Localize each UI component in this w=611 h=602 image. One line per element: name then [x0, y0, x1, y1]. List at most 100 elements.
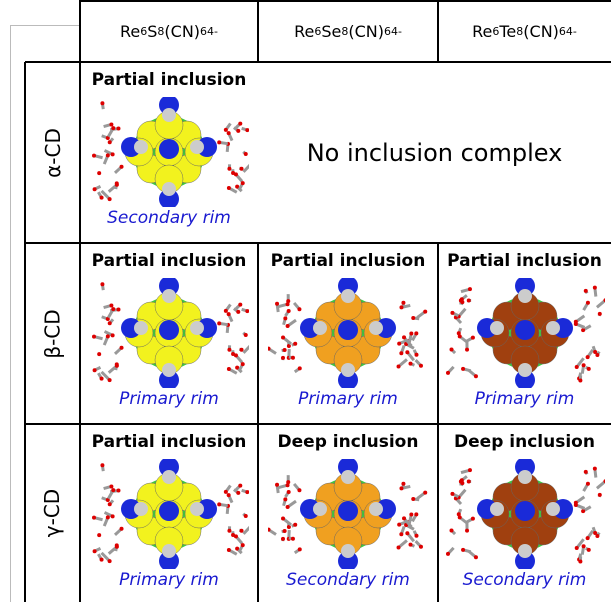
molecule-part: [100, 101, 105, 106]
molecule-part: [293, 522, 298, 527]
grid-line: [79, 0, 81, 602]
molecule-part: [105, 334, 110, 339]
molecule-part: [109, 303, 114, 308]
molecule-part: [110, 514, 115, 519]
molecule-part: [286, 299, 291, 304]
molecule-part: [517, 470, 532, 484]
molecule-part: [162, 363, 176, 377]
molecule-part: [134, 140, 148, 154]
molecule-part: [99, 195, 104, 200]
molecule-part: [418, 363, 423, 368]
molecule-part: [217, 140, 222, 145]
molecule-part: [286, 343, 291, 348]
row-label: α-CD: [25, 62, 80, 243]
molecule-part: [236, 490, 241, 495]
row-label-text: γ-CD: [40, 488, 65, 538]
molecule-part: [594, 533, 599, 538]
cell-title: Partial inclusion: [270, 251, 426, 271]
molecule-part: [405, 531, 410, 536]
molecule-part: [409, 331, 414, 336]
molecule-part: [552, 499, 573, 519]
molecule-part: [283, 497, 288, 502]
molecule-part: [226, 493, 231, 498]
grid-line: [10, 25, 80, 26]
molecule-part: [105, 497, 110, 502]
cell-caption: Primary rim: [119, 570, 219, 590]
molecule-part: [585, 355, 590, 360]
molecule-part: [114, 544, 119, 549]
molecule-part: [592, 466, 597, 471]
molecule-part: [402, 335, 407, 340]
cell-title: Deep inclusion: [277, 432, 419, 452]
formula-part: 6: [140, 24, 148, 38]
formula-part: (CN): [523, 21, 559, 41]
molecule-part: [456, 512, 461, 517]
molecule-part: [460, 547, 465, 552]
molecule-part: [580, 328, 585, 333]
formula-part: 6: [492, 24, 500, 38]
molecule-part: [602, 298, 605, 303]
molecule-part: [476, 318, 497, 338]
molecule-part: [459, 297, 464, 302]
molecule-part: [162, 470, 176, 484]
cell-caption: Primary rim: [298, 389, 398, 409]
molecule-part: [586, 547, 591, 552]
molecule-part: [341, 289, 355, 303]
molecule: [92, 97, 249, 207]
molecule-part: [470, 516, 475, 521]
molecule-part: [245, 128, 249, 133]
molecule-part: [456, 331, 461, 336]
molecule-part: [283, 316, 288, 321]
grid-line: [10, 25, 11, 602]
molecule-part: [459, 478, 464, 483]
molecule-part: [197, 499, 217, 519]
molecule-part: [92, 153, 97, 158]
molecule-part: [338, 501, 358, 521]
molecule-part: [445, 370, 450, 375]
formula-part: 4-: [390, 24, 402, 38]
molecule-part: [121, 137, 141, 157]
molecule-part: [457, 515, 462, 520]
molecule-part: [376, 318, 396, 338]
molecule-part: [286, 489, 291, 494]
cell-title: Partial inclusion: [91, 432, 247, 452]
molecule-part: [473, 374, 478, 379]
molecule-part: [268, 346, 271, 351]
molecule-part: [592, 285, 597, 290]
molecule-part: [238, 302, 243, 307]
cell-title: Partial inclusion: [447, 251, 602, 271]
molecule-part: [399, 532, 404, 537]
formula-part: 4-: [565, 24, 577, 38]
molecule-part: [282, 529, 287, 534]
molecule-part: [574, 365, 579, 370]
molecule-part: [517, 363, 532, 377]
molecule-part: [586, 366, 591, 371]
molecule-part: [111, 488, 116, 493]
molecule-part: [597, 492, 602, 497]
molecule-part: [92, 515, 97, 520]
formula-part: Te: [499, 21, 517, 41]
merged-cell: No inclusion complex: [306, 138, 563, 167]
molecule-part: [574, 546, 579, 551]
molecule-part: [286, 308, 291, 313]
molecule-part: [285, 324, 290, 329]
molecule-part: [313, 321, 327, 335]
molecule-part: [341, 544, 355, 558]
molecule-part: [97, 352, 102, 357]
molecule-part: [243, 152, 248, 157]
row-label: γ-CD: [25, 424, 80, 602]
molecule-part: [602, 479, 605, 484]
molecule-part: [445, 551, 450, 556]
molecule-part: [242, 163, 249, 173]
molecule-part: [281, 516, 286, 521]
molecule-part: [238, 483, 243, 488]
molecule-part: [240, 543, 245, 548]
molecule-part: [369, 502, 383, 516]
molecule-part: [99, 376, 104, 381]
molecule-part: [297, 307, 302, 312]
molecule-part: [159, 139, 179, 159]
molecule-part: [300, 318, 320, 338]
molecule-part: [243, 514, 248, 519]
molecule-part: [577, 378, 582, 383]
molecule-part: [290, 355, 295, 360]
